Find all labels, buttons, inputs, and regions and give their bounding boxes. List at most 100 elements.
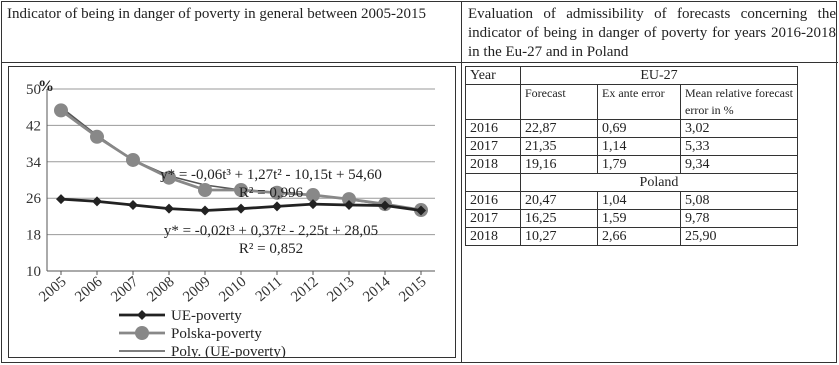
y-tick-label: 34	[26, 155, 42, 171]
table-subheader-row: Forecast Ex ante error Mean relative for…	[465, 84, 807, 120]
header-divider-right	[462, 62, 838, 63]
data-point	[344, 200, 354, 211]
equation-annotation: R² = 0,852	[239, 241, 303, 257]
data-point	[128, 200, 138, 211]
y-tick-label: 50	[26, 82, 41, 98]
table-row: 2018 19,16 1,79 9,34	[465, 155, 807, 174]
poland-header-row: Poland	[465, 173, 807, 192]
cell-year: 2017	[465, 209, 521, 228]
data-point	[164, 203, 174, 214]
table-row: 2017 16,25 1,59 9,78	[465, 209, 807, 228]
x-tick-label: 2015	[396, 274, 429, 306]
x-tick-label: 2008	[144, 274, 177, 306]
cell-ex-ante: 2,66	[597, 227, 681, 246]
cell-forecast: 10,27	[520, 227, 598, 246]
x-tick-label: 2006	[72, 273, 106, 305]
cell-year: 2018	[465, 227, 521, 246]
legend-label: UE-poverty	[171, 308, 242, 324]
data-point	[92, 196, 102, 207]
x-tick-label: 2012	[288, 274, 321, 306]
chart-series	[54, 103, 428, 218]
col-ex-ante: Ex ante error	[597, 84, 681, 120]
cell-year: 2016	[465, 119, 521, 138]
equation-annotation: R² = 0,996	[239, 185, 304, 201]
y-tick-label: 26	[26, 191, 42, 207]
table-row: 2018 10,27 2,66 25,90	[465, 227, 807, 246]
table-row: 2016 22,87 0,69 3,02	[465, 119, 807, 138]
chart-legend: UE-poverty Polska-poverty Poly. (UE-povert…	[119, 308, 286, 360]
x-tick-label: 2010	[216, 274, 249, 306]
legend-label: Polska-poverty	[171, 326, 262, 342]
poland-header: Poland	[520, 173, 798, 192]
eu-header: EU-27	[520, 66, 798, 85]
cell-forecast: 20,47	[520, 191, 598, 210]
cell-year: 2016	[465, 191, 521, 210]
data-point	[270, 185, 284, 200]
data-point	[54, 103, 68, 118]
cell-mean-relative: 5,33	[680, 137, 798, 156]
cell-forecast: 19,16	[520, 155, 598, 174]
chart-panel-title: Indicator of being in danger of poverty …	[7, 6, 427, 22]
x-tick-label: 2011	[253, 274, 286, 305]
data-point	[234, 183, 248, 198]
cell-year: 2017	[465, 137, 521, 156]
legend-label: Poly. (UE-poverty)	[171, 344, 286, 357]
data-point	[236, 203, 246, 214]
data-point	[308, 199, 318, 210]
data-point	[126, 152, 140, 167]
cell-forecast: 22,87	[520, 119, 598, 138]
data-point	[416, 205, 426, 216]
y-tick-label: 18	[26, 228, 41, 244]
cell-forecast: 16,25	[520, 209, 598, 228]
chart-container: 10 18 26 34 42 50% 2005 2006 2007 2008 2009 2010 20…	[8, 66, 456, 360]
col-forecast: Forecast	[520, 84, 598, 120]
x-tick-label: 2005	[36, 274, 69, 306]
data-point	[306, 188, 320, 203]
eu-rows: 2016 22,87 0,69 3,02 2017 21,35 1,14 5,33 2018 19…	[465, 119, 807, 174]
chart-annotations: y* = -0,06t³ + 1,27t² - 10,15t + 54,60 R²…	[160, 167, 382, 257]
data-point	[198, 183, 212, 198]
table-row: 2016 20,47 1,04 5,08	[465, 191, 807, 210]
cell-forecast: 21,35	[520, 137, 598, 156]
y-tick-label: 42	[26, 118, 41, 134]
x-tick-label: 2009	[180, 274, 213, 306]
data-point	[272, 201, 282, 212]
table-panel-title: Evaluation of admissibility of forecasts…	[468, 6, 836, 60]
cell-ex-ante: 1,14	[597, 137, 681, 156]
cell-ex-ante: 1,04	[597, 191, 681, 210]
table-row: 2017 21,35 1,14 5,33	[465, 137, 807, 156]
data-point	[90, 129, 104, 144]
legend-marker	[137, 310, 147, 320]
column-divider	[461, 2, 462, 362]
x-axis: 2005 2006 2007 2008 2009 2010 2011 2012 2013 2014…	[36, 270, 435, 306]
header-divider-left	[2, 62, 461, 63]
data-point	[380, 200, 390, 211]
y-axis: 10 18 26 34 42 50%	[26, 78, 54, 280]
cell-mean-relative: 5,08	[680, 191, 798, 210]
cell-ex-ante: 1,79	[597, 155, 681, 174]
y-tick-label: 10	[26, 264, 41, 280]
equation-annotation: y* = -0,02t³ + 0,37t² - 2,25t + 28,05	[164, 223, 378, 239]
cell-mean-relative: 25,90	[680, 227, 798, 246]
legend-marker	[135, 326, 149, 340]
cell-ex-ante: 1,59	[597, 209, 681, 228]
table-header-row: Year EU-27	[465, 66, 807, 85]
col-mean-relative: Mean relative forecast error in %	[680, 84, 798, 120]
data-point	[342, 192, 356, 207]
data-point	[56, 194, 66, 205]
y-axis-label: %	[38, 78, 54, 95]
poland-rows: 2016 20,47 1,04 5,08 2017 16,25 1,59 9,78 2018 10…	[465, 191, 807, 246]
cell-ex-ante: 0,69	[597, 119, 681, 138]
x-tick-label: 2013	[324, 274, 357, 306]
year-header: Year	[465, 66, 521, 85]
cell-mean-relative: 3,02	[680, 119, 798, 138]
cell-mean-relative: 9,78	[680, 209, 798, 228]
forecast-table: Year EU-27 Forecast Ex ante error Mean r…	[465, 66, 807, 246]
equation-annotation: y* = -0,06t³ + 1,27t² - 10,15t + 54,60	[160, 167, 382, 183]
cell-year: 2018	[465, 155, 521, 174]
data-point	[162, 170, 176, 185]
x-tick-label: 2007	[108, 273, 142, 305]
cell-mean-relative: 9,34	[680, 155, 798, 174]
